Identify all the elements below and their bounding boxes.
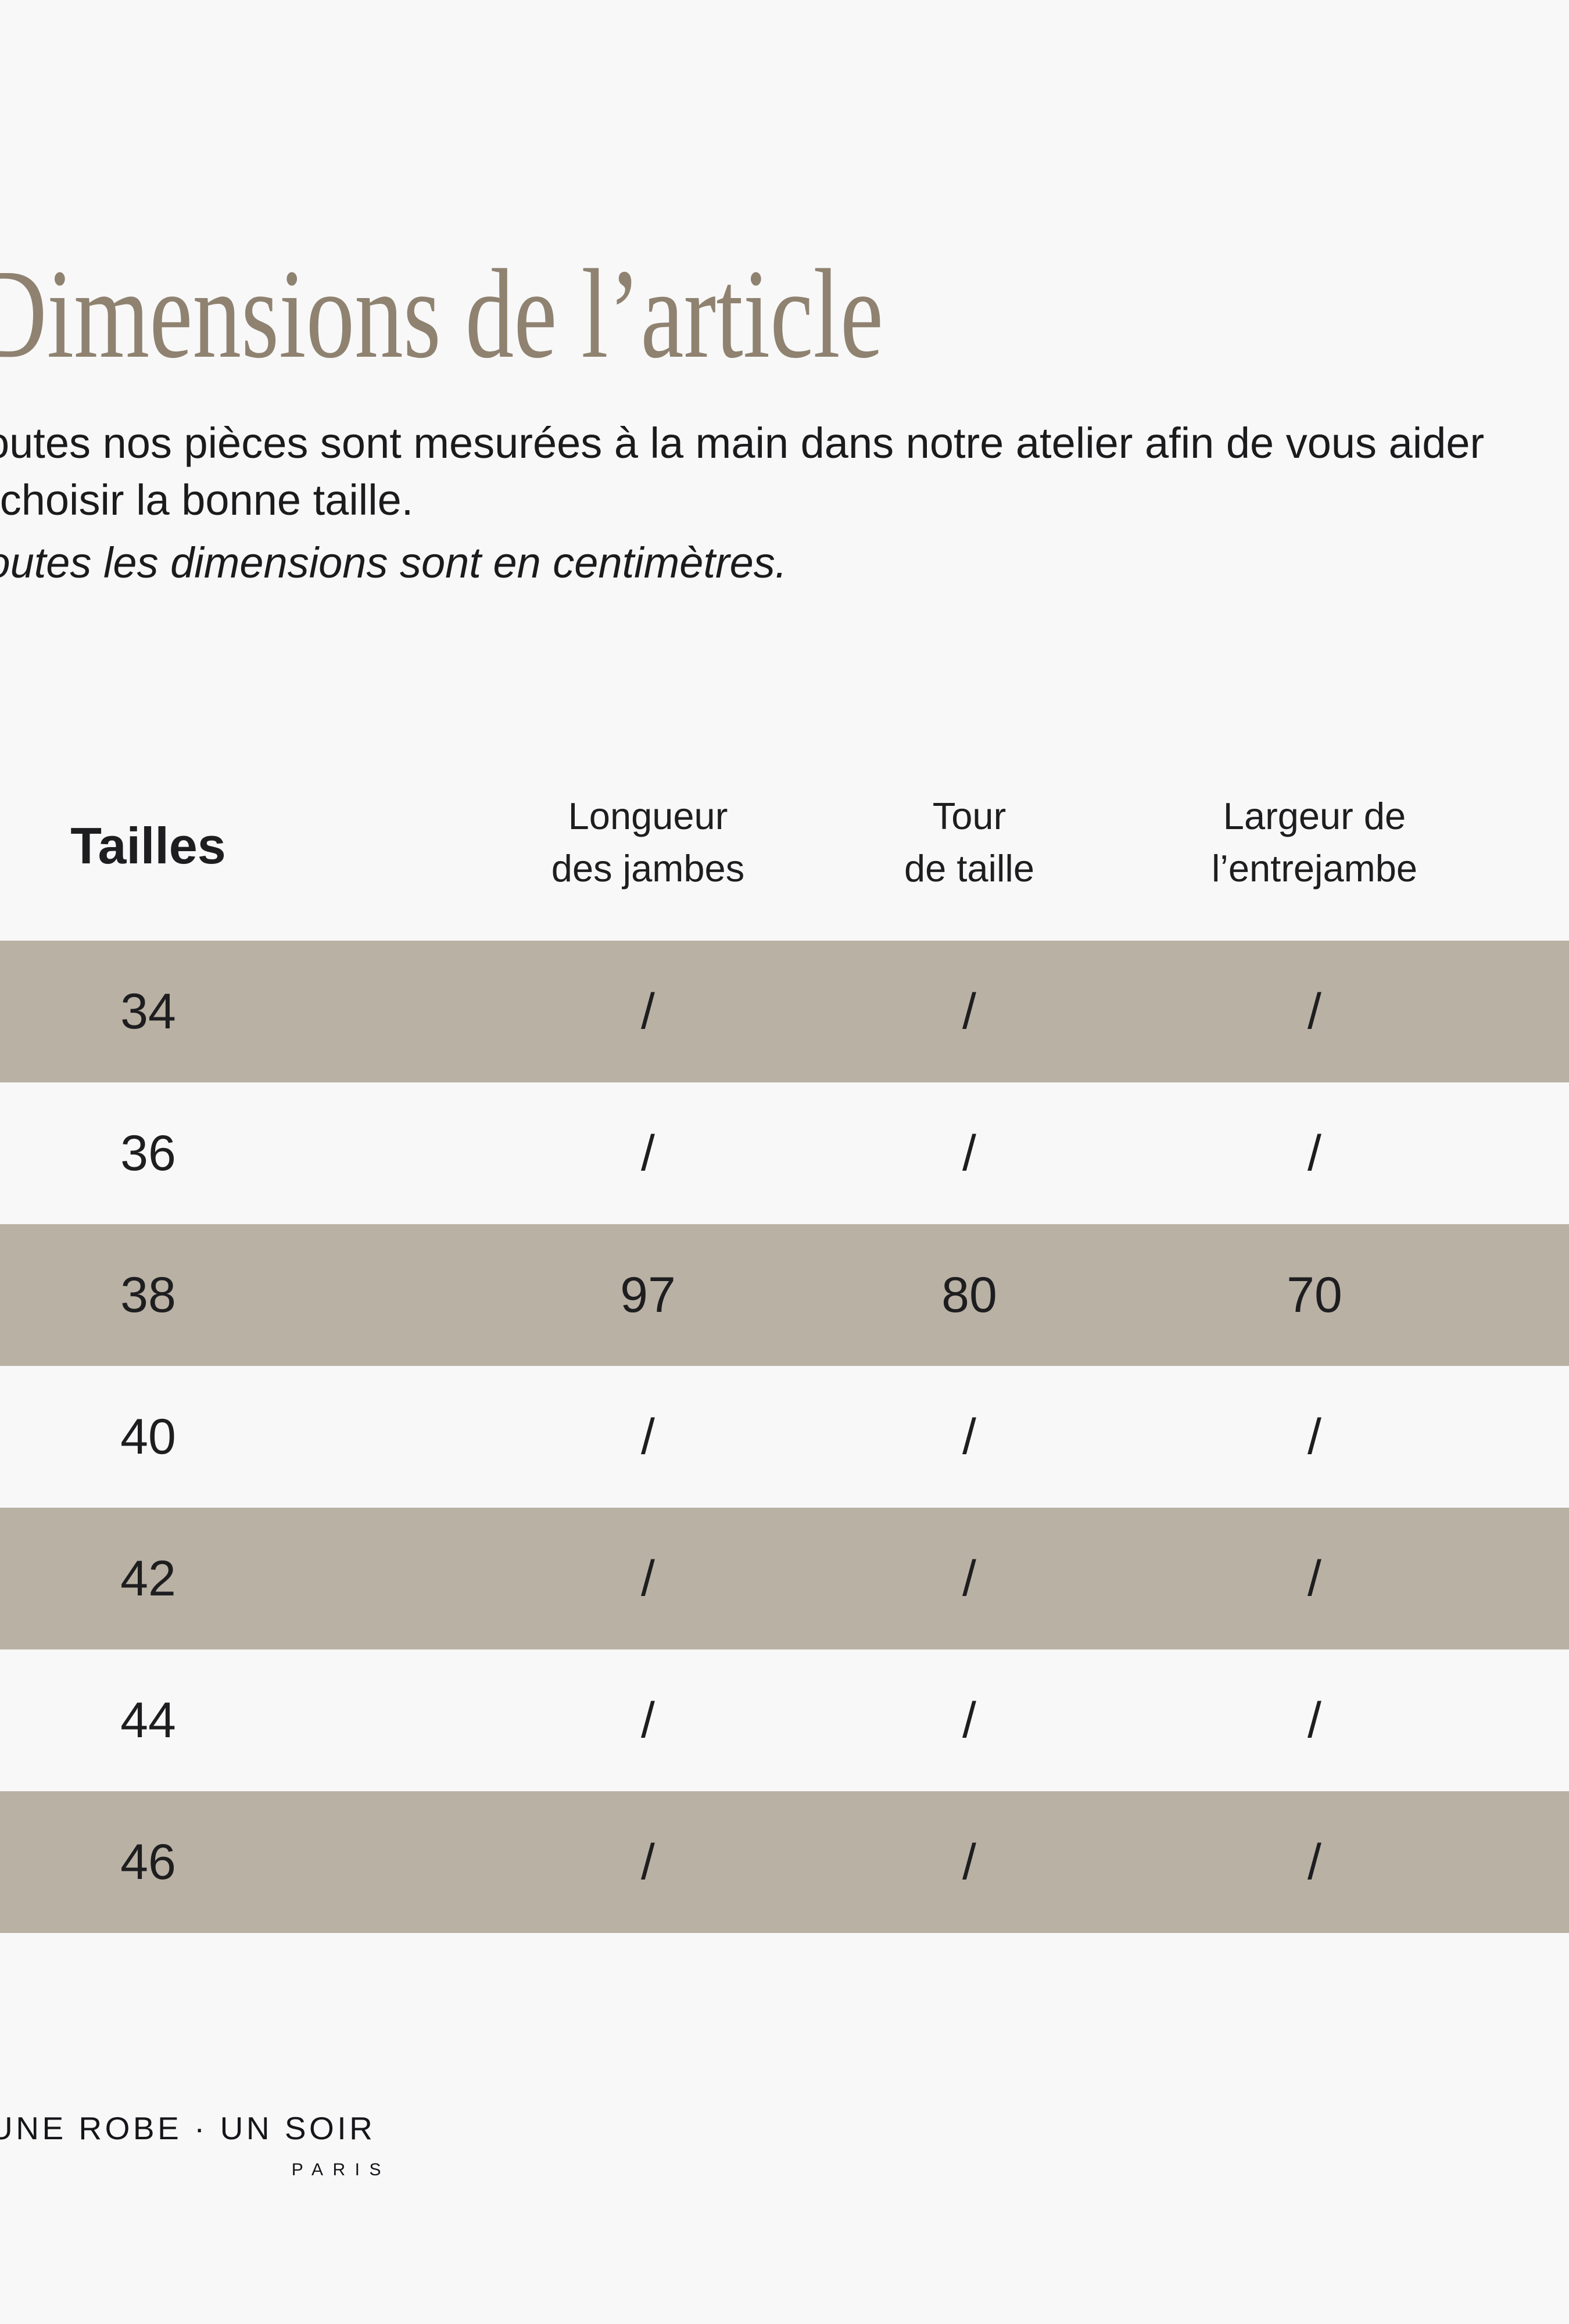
column-header-line: Longueur — [568, 795, 728, 837]
value-cell: / — [641, 984, 655, 1039]
column-header-waist: Tour de taille — [904, 790, 1034, 895]
intro-line-2: à choisir la bonne taille. — [0, 476, 414, 524]
value-cell: / — [962, 984, 976, 1039]
table-row-44: 44 / / / — [0, 1649, 1569, 1791]
value-cell: / — [641, 1125, 655, 1181]
value-cell: / — [1308, 1692, 1321, 1748]
table-row-38: 38 97 80 70 — [0, 1224, 1569, 1366]
value-cell: / — [1308, 1409, 1321, 1465]
column-header-line: Largeur de — [1223, 795, 1406, 837]
value-cell: 70 — [1287, 1267, 1342, 1323]
size-cell: 34 — [120, 984, 176, 1039]
intro-line-1: Toutes nos pièces sont mesurées à la mai… — [0, 419, 1485, 467]
column-header-sizes: Tailles — [70, 817, 226, 874]
value-cell: / — [641, 1692, 655, 1748]
brand-logo: UNE ROBE · UN SOIR — [0, 2110, 376, 2146]
column-header-leg-length: Longueur des jambes — [551, 790, 744, 895]
size-cell: 46 — [120, 1834, 176, 1890]
value-cell: / — [1308, 984, 1321, 1039]
table-row-36: 36 / / / — [0, 1082, 1569, 1224]
value-cell: / — [641, 1551, 655, 1606]
value-cell: / — [962, 1409, 976, 1465]
table-row-46: 46 / / / — [0, 1791, 1569, 1933]
size-cell: 36 — [120, 1125, 176, 1181]
column-header-line: de taille — [904, 847, 1035, 890]
intro-paragraph: Toutes nos pièces sont mesurées à la mai… — [0, 415, 1484, 529]
size-cell: 42 — [120, 1551, 176, 1606]
value-cell: / — [1308, 1125, 1321, 1181]
table-row-34: 34 / / / — [0, 941, 1569, 1082]
value-cell: / — [962, 1125, 976, 1181]
size-cell: 44 — [120, 1692, 176, 1748]
value-cell: / — [962, 1551, 976, 1606]
value-cell: 80 — [941, 1267, 997, 1323]
column-header-line: l’entrejambe — [1211, 847, 1418, 890]
value-cell: / — [1308, 1834, 1321, 1890]
brand-logo-paris: PARIS — [291, 2160, 391, 2179]
column-header-line: Tour — [932, 795, 1006, 837]
column-header-line: des jambes — [551, 847, 745, 890]
size-cell: 38 — [120, 1267, 176, 1323]
table-row-42: 42 / / / — [0, 1508, 1569, 1649]
value-cell: / — [962, 1834, 976, 1890]
page-title: Dimensions de l’article — [0, 243, 884, 385]
value-cell: 97 — [620, 1267, 676, 1323]
units-note: Toutes les dimensions sont en centimètre… — [0, 539, 787, 587]
value-cell: / — [962, 1692, 976, 1748]
table-row-40: 40 / / / — [0, 1366, 1569, 1508]
size-cell: 40 — [120, 1409, 176, 1465]
column-header-crotch-width: Largeur de l’entrejambe — [1212, 790, 1417, 895]
value-cell: / — [1308, 1551, 1321, 1606]
value-cell: / — [641, 1834, 655, 1890]
value-cell: / — [641, 1409, 655, 1465]
